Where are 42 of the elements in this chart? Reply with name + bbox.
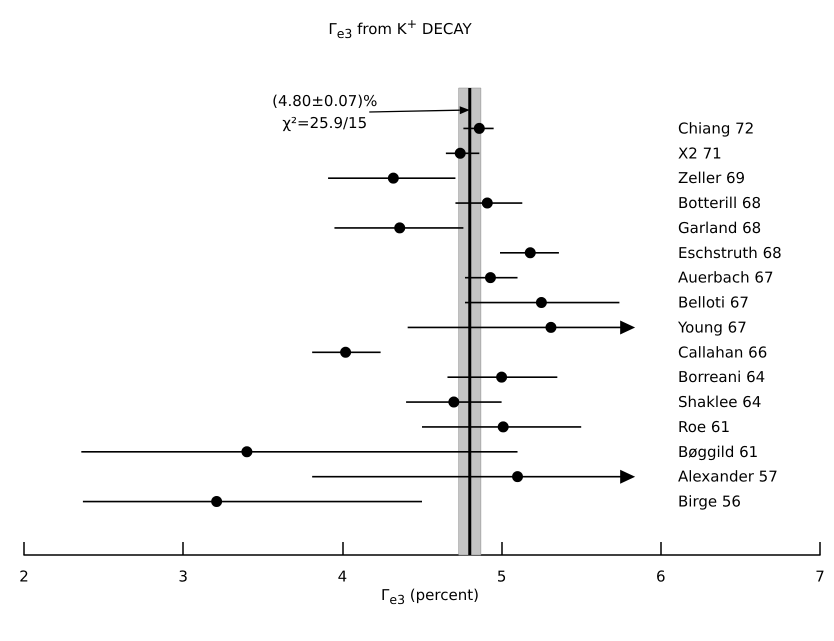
y-tick-label: Eschstruth 68	[678, 244, 782, 262]
y-tick-label: Zeller 69	[678, 169, 746, 188]
point	[454, 148, 466, 159]
x-tick-label: 6	[656, 568, 666, 586]
point	[536, 297, 547, 308]
x-axis-title: Γ$_{e3}$ (percent)	[381, 586, 479, 607]
y-tick-label: Shaklee 64	[678, 393, 762, 412]
point	[394, 222, 406, 234]
point	[340, 346, 352, 358]
x-tick-label: 7	[815, 568, 825, 586]
point	[512, 471, 524, 482]
y-tick-label: Young 67	[677, 318, 747, 336]
chart-title: Γ$_{e3}$ from K$^{+}$ DECAY	[328, 16, 472, 41]
point	[388, 172, 399, 184]
y-tick-label: Bøggild 61	[678, 442, 758, 461]
point	[241, 446, 252, 458]
point	[448, 396, 460, 408]
y-tick-label: Chiang 72	[678, 119, 754, 138]
y-tick-label: Roe 61	[678, 418, 730, 436]
point	[496, 372, 508, 383]
y-tick-label: Borreani 64	[678, 368, 766, 386]
x-tick-label: 5	[496, 568, 506, 586]
y-tick-label: X2 71	[678, 144, 722, 162]
point	[211, 496, 222, 508]
y-tick-label: Birge 56	[678, 492, 741, 511]
point	[498, 421, 509, 432]
point	[474, 122, 485, 134]
point	[545, 322, 556, 333]
x-tick-label: 3	[178, 568, 188, 586]
y-tick-label: Belloti 67	[678, 294, 749, 312]
point	[524, 247, 536, 258]
x-tick-label: 2	[19, 568, 29, 586]
y-tick-label: Auerbach 67	[678, 268, 774, 287]
y-tick-label: Botterill 68	[678, 194, 761, 212]
y-tick-label: Garland 68	[678, 218, 762, 237]
point	[484, 272, 496, 284]
point	[482, 198, 493, 209]
x-tick-label: 4	[338, 568, 348, 586]
ref-line-label: (4.80±0.07)%	[272, 92, 378, 110]
y-tick-label: Alexander 57	[678, 468, 778, 486]
y-tick-label: Callahan 66	[678, 343, 768, 362]
annotation: χ²=25.9/15	[282, 114, 368, 132]
